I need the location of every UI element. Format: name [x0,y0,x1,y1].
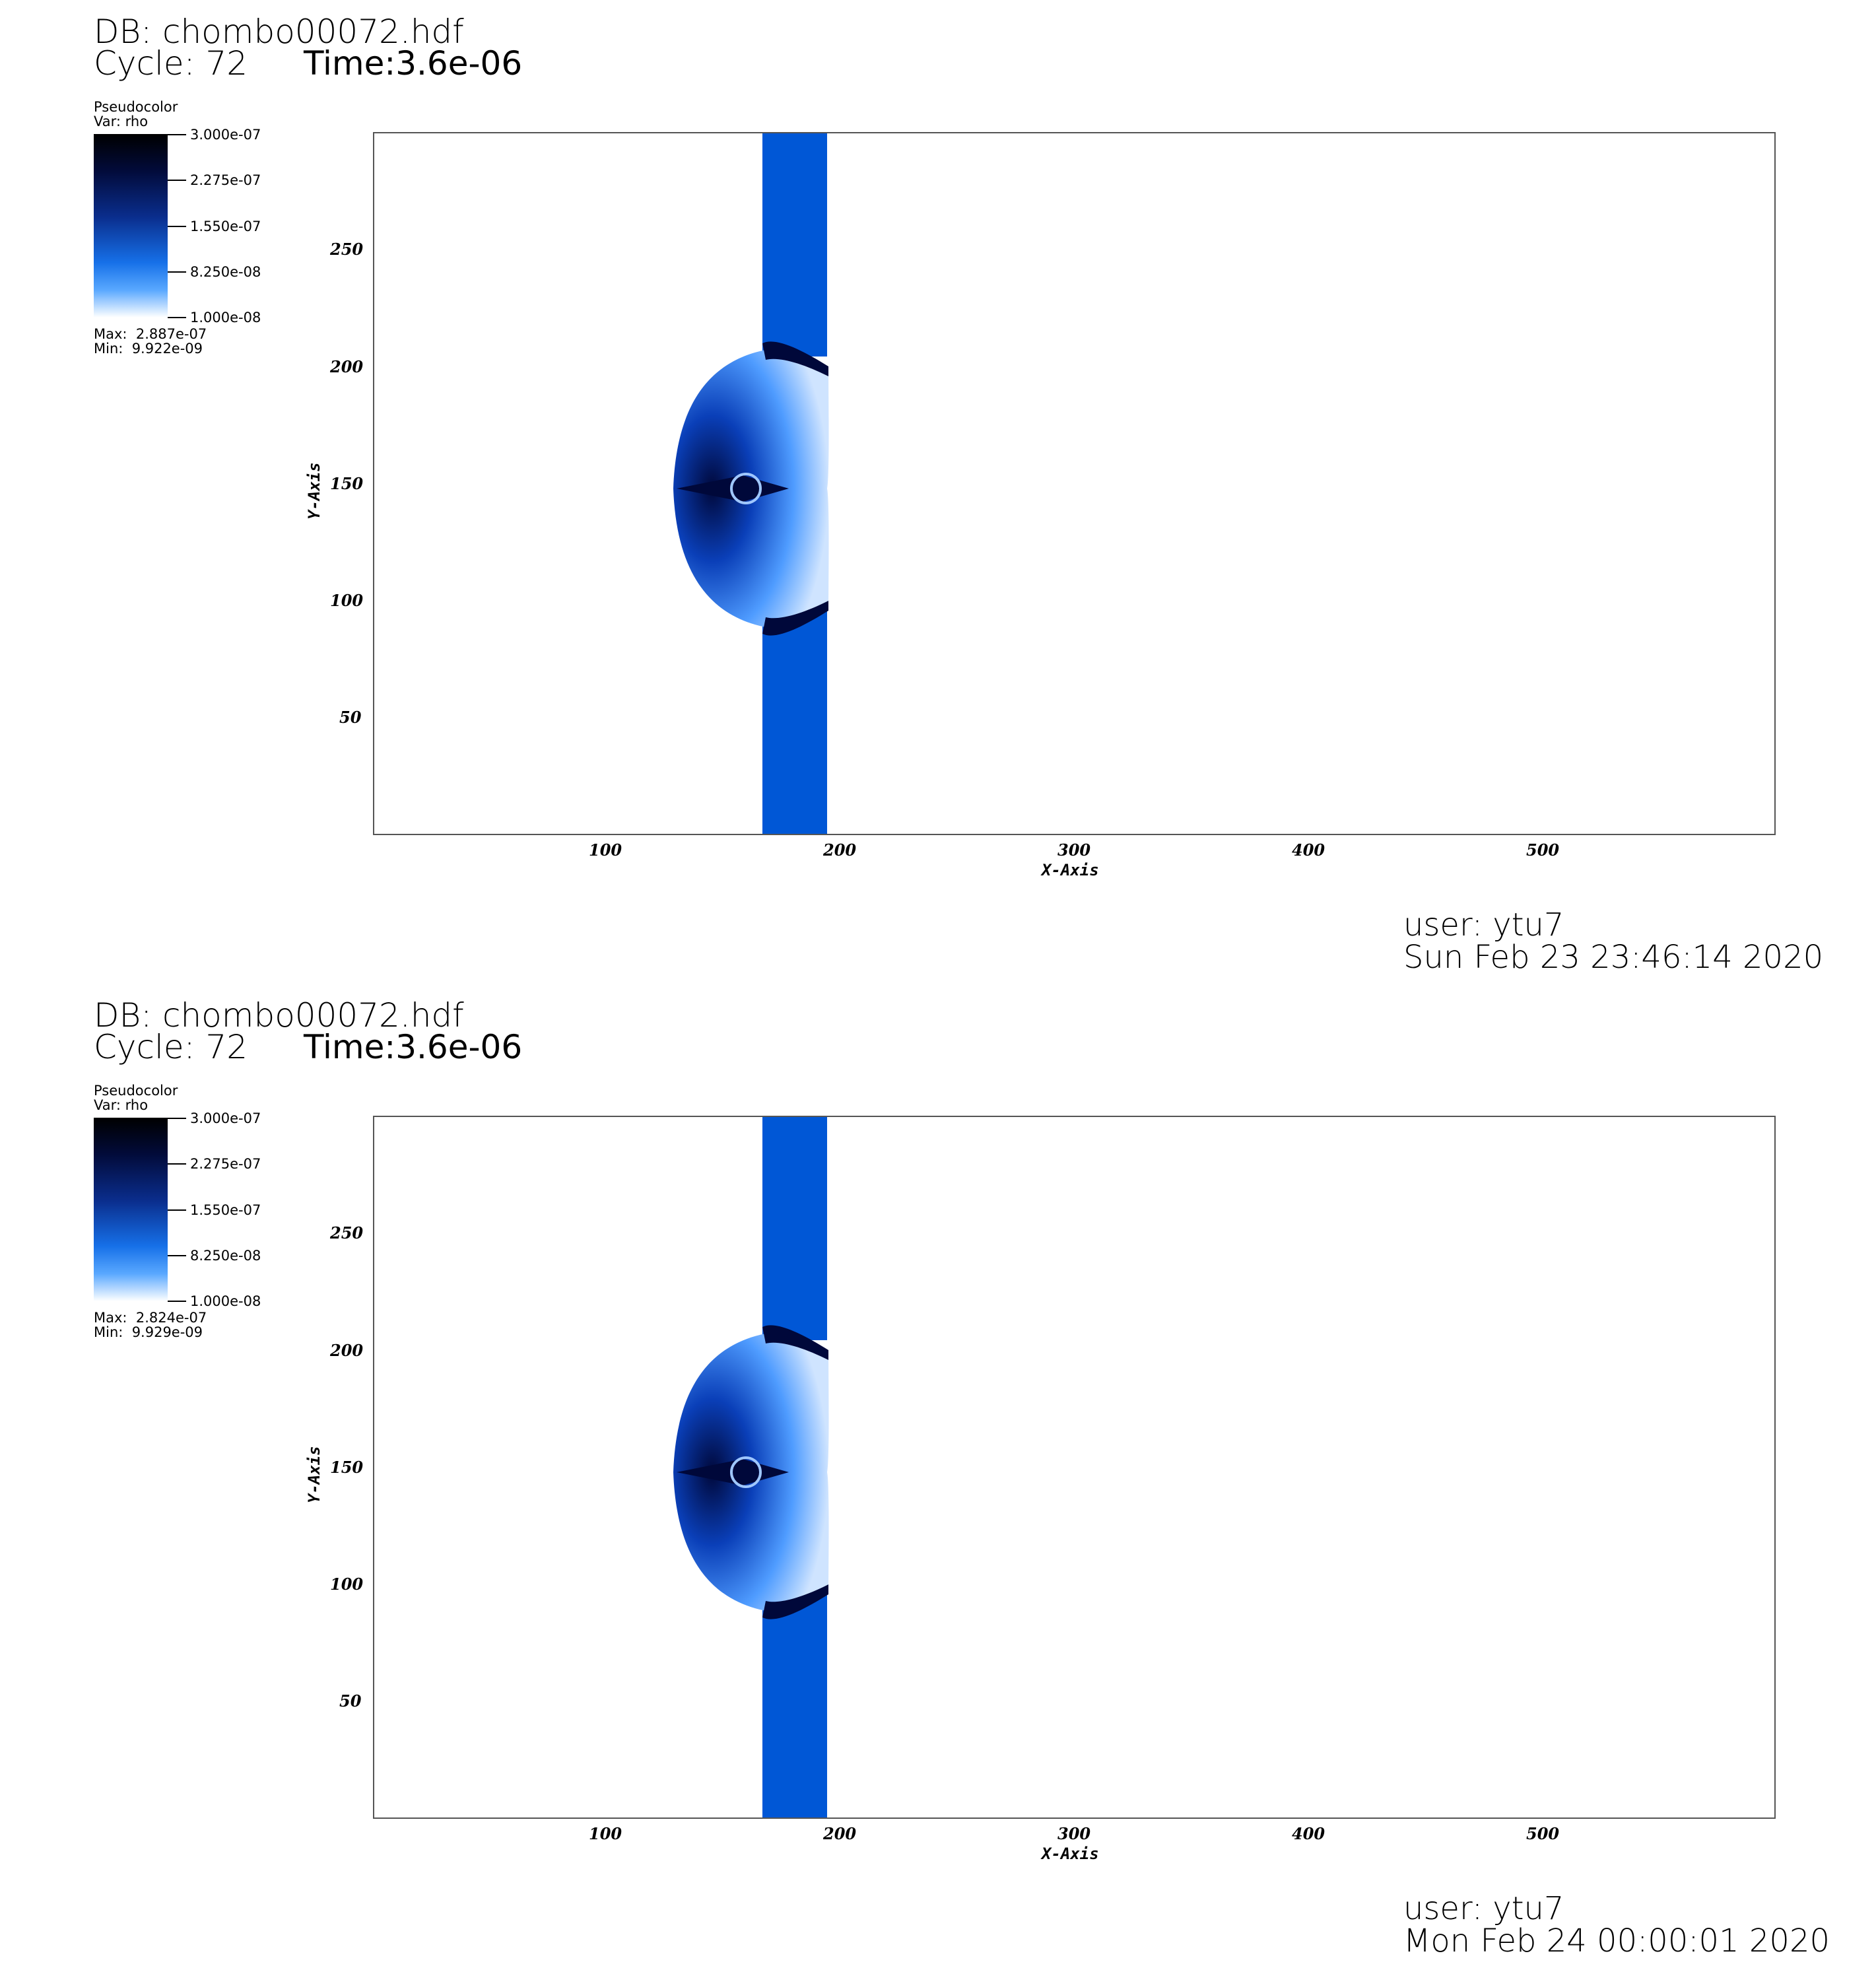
colorbar-tick [168,226,186,227]
plot-frame [373,1116,1776,1819]
y-tick-label: 250 [330,240,364,259]
y-axis-title: Y-Axis [305,1446,323,1503]
upper-knot [762,341,828,376]
user-label: user: ytu7 [1403,906,1564,943]
time-label: Time:3.6e-06 [304,44,523,83]
lower-knot [762,1584,828,1619]
cycle-label: Cycle: 72 [94,44,248,83]
x-tick-label: 300 [1057,840,1091,860]
legend-min: Min: 9.922e-09 [94,341,203,357]
cycle-label: Cycle: 72 [94,1028,248,1066]
legend-title: Pseudocolor [94,99,178,115]
density-plot [373,1116,1776,1819]
x-tick-label: 300 [1057,1824,1091,1843]
colorbar-label: 2.275e-07 [190,1156,261,1172]
y-tick-label: 150 [330,474,364,493]
lower-knot [762,601,828,636]
upper-knot [762,1325,828,1360]
colorbar-label: 3.000e-07 [190,1110,261,1126]
y-tick-label: 200 [330,357,364,376]
colorbar-label: 8.250e-08 [190,1248,261,1264]
y-tick-label: 150 [330,1458,364,1477]
x-tick-label: 400 [1292,840,1325,860]
colorbar-label: 1.550e-07 [190,1202,261,1218]
legend-max: Max: 2.887e-07 [94,326,207,342]
x-tick-label: 100 [589,840,622,860]
colorbar [94,1118,168,1301]
visit-panel-2: DB: chombo00072.hdf Cycle: 72 Time:3.6e-… [0,984,1876,1967]
x-axis-title: X-Axis [1042,1845,1099,1863]
shocked-band-upper [762,1116,827,1340]
legend-title: Pseudocolor [94,1083,178,1099]
legend-min: Min: 9.929e-09 [94,1324,203,1340]
x-axis-title: X-Axis [1042,861,1099,879]
date-label: Sun Feb 23 23:46:14 2020 [1403,939,1824,976]
colorbar-label: 1.000e-08 [190,310,261,325]
database-label: DB: chombo00072.hdf [94,996,464,1035]
colorbar-tick [168,1163,186,1165]
colorbar-tick [168,134,186,135]
shocked-band-upper [762,132,827,357]
colorbar-tick [168,317,186,318]
colorbar-tick [168,271,186,273]
legend-max: Max: 2.824e-07 [94,1310,207,1326]
legend-variable: Var: rho [94,1097,149,1113]
time-label: Time:3.6e-06 [304,1028,523,1066]
colorbar-label: 3.000e-07 [190,127,261,143]
date-label: Mon Feb 24 00:00:01 2020 [1403,1922,1830,1959]
x-tick-label: 100 [589,1824,622,1843]
visit-panel-1: DB: chombo00072.hdf Cycle: 72 Time:3.6e-… [0,0,1876,984]
database-label: DB: chombo00072.hdf [94,13,464,51]
colorbar-tick [168,1209,186,1211]
colorbar-label: 2.275e-07 [190,172,261,188]
x-tick-label: 200 [823,1824,857,1843]
y-tick-label: 100 [330,591,364,610]
x-tick-label: 400 [1292,1824,1325,1843]
colorbar-label: 1.550e-07 [190,219,261,234]
colorbar-tick [168,1118,186,1119]
x-tick-label: 500 [1526,1824,1560,1843]
legend-variable: Var: rho [94,114,149,129]
user-label: user: ytu7 [1403,1890,1564,1927]
colorbar-tick [168,1301,186,1302]
colorbar [94,134,168,318]
y-axis-title: Y-Axis [305,462,323,520]
y-tick-label: 50 [339,708,362,727]
shocked-band-lower [762,1594,827,1819]
colorbar-label: 1.000e-08 [190,1293,261,1309]
plot-frame [373,132,1776,835]
shocked-band-lower [762,611,827,835]
y-tick-label: 250 [330,1223,364,1242]
x-tick-label: 200 [823,840,857,860]
density-plot [373,132,1776,835]
colorbar-tick [168,1255,186,1256]
colorbar-label: 8.250e-08 [190,264,261,280]
y-tick-label: 50 [339,1691,362,1711]
y-tick-label: 100 [330,1575,364,1594]
x-tick-label: 500 [1526,840,1560,860]
colorbar-tick [168,180,186,181]
y-tick-label: 200 [330,1341,364,1360]
